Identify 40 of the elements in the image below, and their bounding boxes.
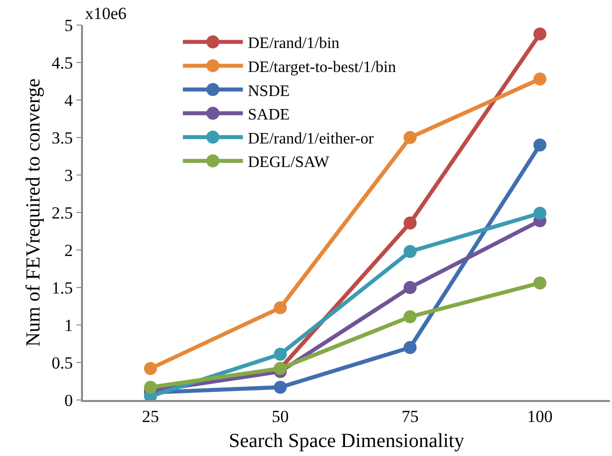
point [404,131,417,144]
x-tick-label: 75 [402,407,419,426]
point [533,72,546,86]
point [404,216,417,230]
point [144,380,157,394]
point [144,362,157,375]
point [533,206,546,220]
point [533,28,546,40]
y-tick-label: 3 [64,166,73,185]
legend-label: DE/rand/1/either-or [248,130,374,148]
point [404,310,417,324]
point [533,276,546,290]
legend-label: DE/target-to-best/1/bin [248,58,396,76]
point [274,380,287,394]
point [274,348,287,361]
y-tick-label: 1.5 [52,278,73,298]
y-axis-title: Num of FEVrequired to converge [22,78,45,347]
legend-label: DE/rand/1/bin [248,35,340,52]
x-axis-title: Search Space Dimensionality [228,430,464,452]
x-tick-label: 25 [142,407,159,426]
text: x10e6 [85,4,127,23]
point [404,281,417,294]
point [274,301,287,314]
y-tick-label: 5 [64,16,73,35]
y-tick-label: 4.5 [52,53,73,72]
y-tick-label: 3.5 [52,128,73,148]
y-tick-label: 0.5 [52,353,73,372]
x-tick-label: 100 [527,407,553,426]
legend-label: NSDE [248,82,290,100]
legend-label: DEGL/SAW [248,154,330,172]
y-tick-label: 0 [64,390,73,410]
y-tick-label: 2.5 [52,203,73,222]
y-tick-label: 2 [64,240,73,260]
point [404,341,417,354]
point [533,138,546,152]
x-tick-label: 50 [272,407,289,426]
y-tick-label: 1 [64,316,73,335]
point [404,245,417,258]
legend-label: SADE [248,106,290,124]
y-tick-label: 4 [64,90,74,110]
